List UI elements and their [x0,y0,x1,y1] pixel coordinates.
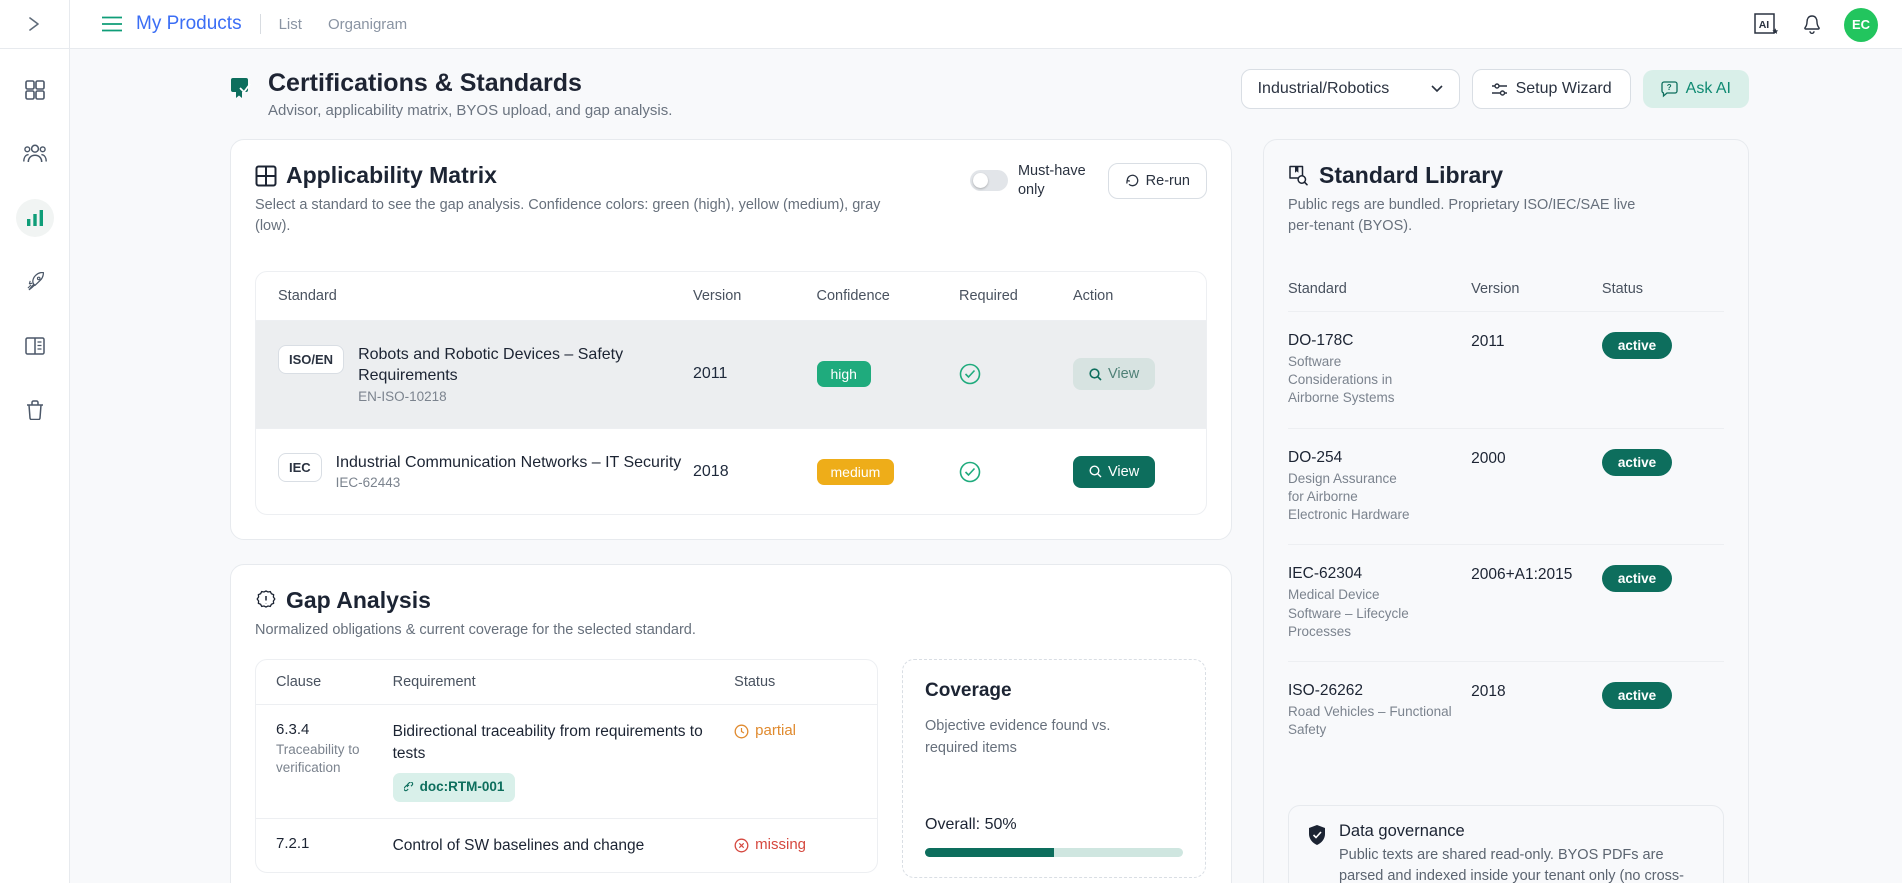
svg-text:?: ? [1666,83,1671,92]
svg-text:AI: AI [1759,19,1770,31]
